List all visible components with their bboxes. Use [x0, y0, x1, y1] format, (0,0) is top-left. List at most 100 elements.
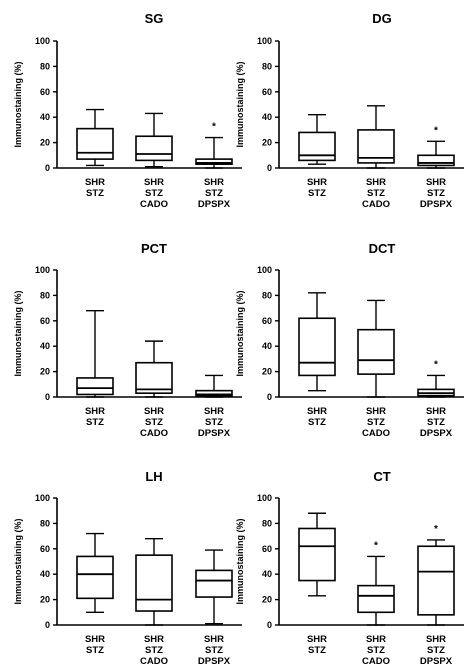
- y-tick-label: 60: [262, 87, 272, 97]
- x-category-label: DPSPX: [420, 428, 453, 439]
- iqr-box: [298, 527, 336, 582]
- y-tick-label: 20: [262, 138, 272, 148]
- y-tick-label: 40: [262, 569, 272, 579]
- y-tick-label: 20: [40, 595, 50, 605]
- x-category-label: CADO: [362, 199, 390, 210]
- y-tick-label: 40: [40, 569, 50, 579]
- significance-marker: *: [374, 540, 378, 551]
- panel-title: LH: [145, 469, 162, 484]
- x-category-label: DPSPX: [198, 428, 231, 439]
- iqr-box: [298, 317, 336, 377]
- panel-title: DG: [372, 11, 392, 26]
- y-tick-label: 100: [257, 36, 272, 46]
- x-category-label: STZ: [145, 417, 163, 428]
- y-tick-label: 20: [262, 367, 272, 377]
- iqr-box: [195, 158, 233, 165]
- x-category-label: SHR: [144, 634, 164, 645]
- box-2: [135, 537, 173, 626]
- x-category-label: SHR: [204, 406, 224, 417]
- x-category-label: STZ: [308, 645, 326, 656]
- y-tick-label: 80: [262, 290, 272, 300]
- y-tick-label: 60: [40, 87, 50, 97]
- box-1: [298, 113, 336, 165]
- x-category-label: DPSPX: [198, 656, 231, 667]
- iqr-box: [357, 584, 395, 614]
- y-tick-label: 0: [45, 163, 50, 173]
- x-category-label: DPSPX: [420, 199, 453, 210]
- iqr-box: [135, 135, 173, 162]
- iqr-box: [417, 545, 455, 616]
- x-category-label: DPSPX: [198, 199, 231, 210]
- x-category-label: SHR: [85, 406, 105, 417]
- significance-marker: *: [212, 122, 216, 133]
- y-tick-label: 40: [40, 341, 50, 351]
- x-category-label: STZ: [367, 645, 385, 656]
- y-tick-label: 80: [40, 61, 50, 71]
- x-category-label: STZ: [145, 645, 163, 656]
- y-axis-label: Immunostaining (%): [13, 519, 23, 605]
- panel-title: PCT: [141, 241, 167, 256]
- x-category-label: STZ: [86, 645, 104, 656]
- panel-title: SG: [145, 11, 164, 26]
- box-3: *: [195, 122, 233, 169]
- y-tick-label: 0: [45, 620, 50, 630]
- iqr-box: [357, 328, 395, 375]
- box-1: [76, 108, 114, 167]
- iqr-box: [76, 127, 114, 160]
- iqr-box: [417, 154, 455, 167]
- y-tick-label: 20: [40, 367, 50, 377]
- box-3: [195, 549, 233, 625]
- iqr-box: [76, 377, 114, 396]
- y-tick-label: 0: [267, 163, 272, 173]
- x-category-label: SHR: [426, 177, 446, 188]
- x-category-label: STZ: [86, 188, 104, 199]
- x-category-label: SHR: [144, 177, 164, 188]
- x-category-label: STZ: [145, 188, 163, 199]
- x-category-label: STZ: [205, 417, 223, 428]
- y-axis-label: Immunostaining (%): [13, 291, 23, 377]
- x-category-label: STZ: [205, 645, 223, 656]
- x-category-label: SHR: [426, 406, 446, 417]
- y-tick-label: 80: [40, 518, 50, 528]
- box-2: [135, 112, 173, 168]
- x-category-label: STZ: [367, 188, 385, 199]
- y-tick-label: 100: [257, 265, 272, 275]
- x-category-label: DPSPX: [420, 656, 453, 667]
- x-category-label: SHR: [204, 177, 224, 188]
- box-2: *: [357, 540, 395, 626]
- box-1: [76, 532, 114, 613]
- x-category-label: STZ: [86, 417, 104, 428]
- y-tick-label: 20: [40, 138, 50, 148]
- y-tick-label: 40: [40, 112, 50, 122]
- box-2: [135, 340, 173, 398]
- iqr-box: [195, 569, 233, 598]
- y-tick-label: 80: [40, 290, 50, 300]
- y-tick-label: 0: [45, 392, 50, 402]
- x-category-label: SHR: [307, 406, 327, 417]
- x-category-label: SHR: [204, 634, 224, 645]
- box-1: [76, 309, 114, 398]
- significance-marker: *: [434, 524, 438, 535]
- x-category-label: STZ: [427, 417, 445, 428]
- box-3: *: [417, 359, 455, 398]
- y-tick-label: 100: [35, 36, 50, 46]
- y-axis-label: Immunostaining (%): [13, 62, 23, 148]
- y-tick-label: 40: [262, 341, 272, 351]
- y-tick-label: 0: [267, 620, 272, 630]
- iqr-box: [135, 554, 173, 612]
- y-tick-label: 80: [262, 518, 272, 528]
- x-category-label: CADO: [140, 656, 168, 667]
- x-category-label: STZ: [427, 188, 445, 199]
- y-axis-label: Immunostaining (%): [235, 291, 245, 377]
- x-category-label: STZ: [427, 645, 445, 656]
- y-tick-label: 60: [262, 316, 272, 326]
- x-category-label: STZ: [205, 188, 223, 199]
- y-axis-label: Immunostaining (%): [235, 62, 245, 148]
- box-2: [357, 105, 395, 169]
